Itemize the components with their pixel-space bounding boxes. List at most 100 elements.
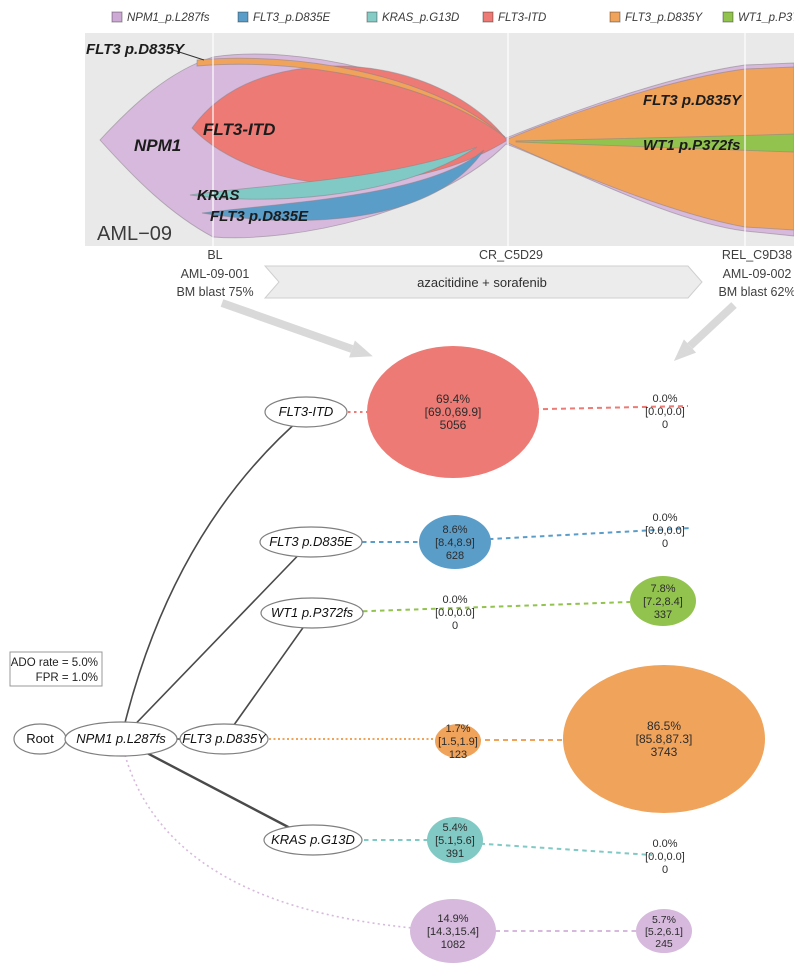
pct: 8.6% bbox=[442, 524, 467, 536]
value-wt1-rel: 7.8% [7.2,8.4] 337 bbox=[643, 583, 683, 621]
fishplot-label-wt1-right: WT1 p.P372fs bbox=[643, 137, 741, 154]
arrow-head bbox=[673, 339, 697, 361]
fishplot-label-npm1: NPM1 bbox=[134, 136, 181, 155]
fishplot-label-d835e: FLT3 p.D835E bbox=[210, 208, 309, 225]
count: 391 bbox=[446, 848, 464, 860]
node-kras-label: KRAS p.G13D bbox=[271, 832, 355, 847]
value-d835e-rel: 0.0% [0.0,0.0] 0 bbox=[645, 512, 685, 550]
prevalence-circles bbox=[367, 346, 765, 963]
legend: NPM1_p.L287fs FLT3_p.D835E KRAS_p.G13D F… bbox=[111, 11, 794, 24]
ci: [7.2,8.4] bbox=[643, 596, 683, 608]
pct: 5.4% bbox=[442, 822, 467, 834]
edge-npm1-flt3itd bbox=[120, 413, 307, 740]
count: 0 bbox=[452, 620, 458, 632]
count: 628 bbox=[446, 550, 464, 562]
fishplot-label-flt3itd: FLT3-ITD bbox=[203, 120, 275, 139]
node-d835y-label: FLT3 p.D835Y bbox=[182, 731, 267, 746]
sample-bl-id: AML-09-001 bbox=[181, 267, 250, 281]
node-d835y bbox=[179, 723, 269, 755]
flow-arrow-right-icon bbox=[673, 302, 737, 361]
fishplot-label-d835y-right: FLT3 p.D835Y bbox=[643, 92, 743, 109]
fishplot-clone-d835y-left-shape bbox=[196, 57, 506, 138]
circle-itd-bl bbox=[367, 346, 539, 478]
fishplot-label-d835y-top: FLT3 p.D835Y bbox=[86, 41, 186, 58]
treatment-arrow-ribbon bbox=[263, 265, 703, 299]
pct: 7.8% bbox=[650, 583, 675, 595]
value-d835y-rel: 86.5% [85.8,87.3] 3743 bbox=[636, 719, 693, 759]
node-kras bbox=[263, 824, 363, 856]
link-kras-rel bbox=[454, 841, 653, 856]
node-d835e bbox=[259, 526, 363, 558]
flow-arrow-left-icon bbox=[220, 299, 373, 358]
value-npm1-bl: 14.9% [14.3,15.4] 1082 bbox=[427, 913, 479, 951]
fishplot-label-kras: KRAS bbox=[197, 187, 240, 204]
fishplot-clone-wt1-shape bbox=[515, 133, 794, 153]
count: 123 bbox=[449, 749, 467, 761]
legend-swatch-kras bbox=[366, 11, 378, 23]
value-d835e-bl: 8.6% [8.4,8.9] 628 bbox=[435, 524, 475, 562]
circle-npm1-bl bbox=[410, 899, 496, 963]
timepoint-cr-label: CR_C5D29 bbox=[479, 248, 543, 262]
legend-label-npm1: NPM1_p.L287fs bbox=[127, 12, 210, 24]
ci: [14.3,15.4] bbox=[427, 926, 479, 938]
count: 337 bbox=[654, 609, 672, 621]
ci: [0.0,0.0] bbox=[645, 851, 685, 863]
value-kras-rel: 0.0% [0.0,0.0] 0 bbox=[645, 838, 685, 876]
tree-node-labels: Root NPM1 p.L287fs FLT3-ITD FLT3 p.D835E… bbox=[13, 396, 364, 856]
circle-npm1-rel bbox=[636, 909, 692, 953]
fpr-value: FPR = 1.0% bbox=[36, 672, 98, 684]
node-wt1 bbox=[260, 597, 364, 629]
legend-label-itd: FLT3-ITD bbox=[498, 12, 546, 24]
pct: 1.7% bbox=[445, 723, 470, 735]
value-npm1-rel: 5.7% [5.2,6.1] 245 bbox=[645, 914, 683, 950]
pct: 0.0% bbox=[652, 393, 677, 405]
node-flt3itd bbox=[264, 396, 348, 428]
legend-swatch-d835y bbox=[609, 11, 621, 23]
circle-wt1-rel bbox=[630, 576, 696, 626]
pct: 69.4% bbox=[436, 392, 470, 406]
ci: [5.1,5.6] bbox=[435, 835, 475, 847]
count: 1082 bbox=[441, 939, 465, 951]
circle-d835e-bl bbox=[419, 515, 491, 569]
ci: [0.0,0.0] bbox=[645, 525, 685, 537]
ci: [69.0,69.9] bbox=[425, 405, 482, 419]
value-itd-rel: 0.0% [0.0,0.0] 0 bbox=[645, 393, 685, 431]
link-wt1 bbox=[311, 601, 631, 614]
value-d835y-bl: 1.7% [1.5,1.9] 123 bbox=[438, 723, 478, 761]
circle-kras-bl bbox=[427, 817, 483, 863]
legend-swatch-npm1 bbox=[111, 11, 123, 23]
value-kras-bl: 5.4% [5.1,5.6] 391 bbox=[435, 822, 475, 860]
legend-label-d835e: FLT3_p.D835E bbox=[253, 12, 330, 24]
count: 245 bbox=[655, 938, 673, 950]
value-itd-bl: 69.4% [69.0,69.9] 5056 bbox=[425, 392, 482, 432]
sample-bl-blast: BM blast 75% bbox=[176, 285, 253, 299]
legend-label-kras: KRAS_p.G13D bbox=[382, 12, 459, 24]
fishplot-clone-d835y-right-shape bbox=[507, 66, 794, 231]
pct: 0.0% bbox=[652, 512, 677, 524]
sample-rel-blast: BM blast 62% bbox=[718, 285, 794, 299]
timeline: BL CR_C5D29 REL_C9D38 AML-09-001 BM blas… bbox=[176, 248, 794, 299]
edge-npm1-kras bbox=[122, 739, 315, 842]
legend-label-wt1: WT1_p.P372fs bbox=[738, 12, 794, 24]
treatment-label: azacitidine + sorafenib bbox=[417, 275, 547, 290]
fishplot-clone-kras-shape bbox=[189, 146, 478, 200]
label-connector-line bbox=[172, 49, 205, 61]
count: 0 bbox=[662, 864, 668, 876]
ci: [0.0,0.0] bbox=[435, 607, 475, 619]
edge-npm1-d835e bbox=[120, 541, 312, 740]
ci: [0.0,0.0] bbox=[645, 406, 685, 418]
legend-swatch-d835e bbox=[237, 11, 249, 23]
count: 0 bbox=[662, 419, 668, 431]
parameter-box-frame bbox=[9, 651, 103, 687]
legend-label-d835y: FLT3_p.D835Y bbox=[625, 12, 703, 24]
circle-d835y-rel bbox=[563, 665, 765, 813]
legend-swatch-wt1 bbox=[722, 11, 734, 23]
ci: [1.5,1.9] bbox=[438, 736, 478, 748]
count: 5056 bbox=[440, 418, 467, 432]
pct: 5.7% bbox=[652, 914, 676, 926]
tree-dashed-links bbox=[124, 405, 693, 932]
node-wt1-label: WT1 p.P372fs bbox=[271, 605, 354, 620]
fishplot: FLT3 p.D835Y NPM1 FLT3-ITD KRAS FLT3 p.D… bbox=[85, 33, 794, 246]
